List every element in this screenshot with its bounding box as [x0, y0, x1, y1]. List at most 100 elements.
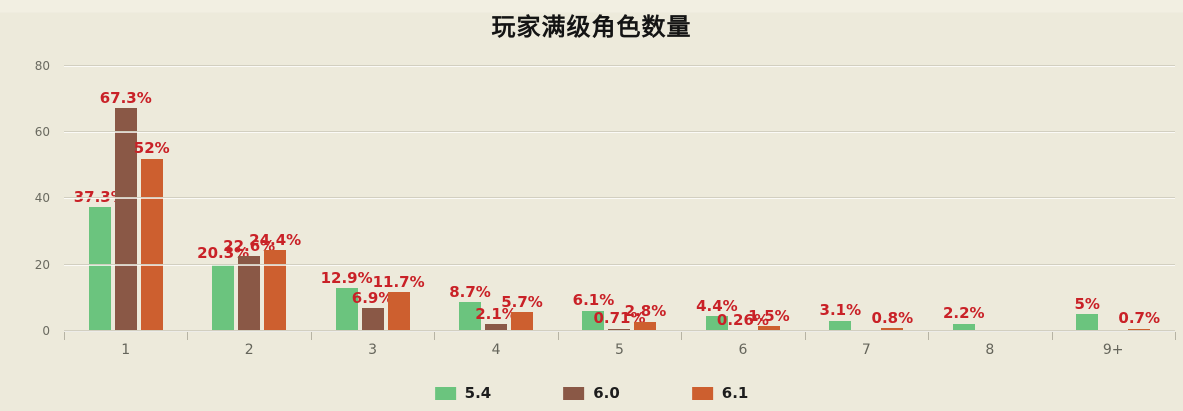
bar-slot: 5%: [1074, 296, 1100, 331]
x-axis-tick: [681, 332, 683, 340]
bar-value-label: 52%: [133, 139, 170, 158]
bar-value-label: 6.9%: [351, 288, 394, 307]
x-axis-tick: [187, 332, 189, 340]
bar-group-5: 6.1% 0.71% 2.8%: [558, 292, 681, 331]
x-axis-tick: [310, 332, 312, 340]
bar-value-label: 11.7%: [372, 272, 425, 291]
bar-5.4-cat-3[interactable]: [335, 288, 358, 331]
x-axis-category-label: 7: [861, 342, 871, 358]
bar-value-label: 5.7%: [501, 292, 543, 311]
x-axis-category-label: 9+: [1102, 342, 1124, 358]
x-axis-category-label: 3: [368, 342, 378, 358]
bar-6.1-cat-2[interactable]: [264, 250, 287, 331]
bar-groups: 37.3% 67.3% 52% 20.3% 22.6% 24.4% 12.9% 6.9% 11.…: [64, 89, 1175, 331]
bar-6.0-cat-2[interactable]: [238, 256, 261, 331]
chart-title: 玩家满级角色数量: [491, 13, 692, 41]
bar-slot: 2.8%: [625, 303, 666, 331]
bar-6.0-cat-1[interactable]: [114, 108, 137, 331]
bar-5.4-cat-8[interactable]: [952, 323, 975, 331]
bar-5.4-cat-7[interactable]: [829, 320, 852, 331]
legend-swatch-orange: [691, 386, 713, 400]
bar-slot: 5.7%: [501, 294, 543, 331]
bar-value-label: 67.3%: [99, 88, 152, 107]
bar-group-9+: 5% 0.7%: [1052, 296, 1175, 331]
bar-slot: 2.2%: [943, 305, 985, 331]
bar-slot: 1.5%: [748, 308, 790, 331]
bar-group-8: 2.2%: [928, 305, 1051, 331]
legend-item-6.1[interactable]: 6.1: [691, 384, 749, 402]
bar-value-label: 24.4%: [249, 230, 302, 249]
y-axis-tick-label: 0: [42, 324, 50, 338]
gridline: [64, 263, 1175, 265]
bar-6.1-cat-1[interactable]: [140, 158, 163, 331]
bar-slot: 37.3%: [74, 189, 126, 331]
legend-item-5.4[interactable]: 5.4: [434, 384, 491, 402]
x-axis-tick: [1175, 332, 1176, 340]
legend-item-6.0[interactable]: 6.0: [563, 384, 620, 402]
gridline: [64, 131, 1175, 133]
bar-slot: 8.7%: [449, 284, 491, 331]
bar-value-label: 3.1%: [819, 301, 862, 320]
bar-slot: 20.3%: [197, 245, 249, 331]
bar-value-label: 20.3%: [197, 244, 250, 263]
bar-group-7: 3.1% 0.8%: [805, 302, 928, 331]
legend-swatch-green: [434, 386, 456, 400]
bar-group-2: 20.3% 22.6% 24.4%: [187, 232, 310, 331]
bar-6.1-cat-4[interactable]: [511, 312, 534, 331]
bar-slot: 67.3%: [100, 89, 152, 331]
bar-group-6: 4.4% 0.26% 1.5%: [681, 298, 804, 331]
bar-6.1-cat-5[interactable]: [634, 321, 657, 331]
bar-slot: 24.4%: [249, 232, 301, 331]
bar-5.4-cat-4[interactable]: [459, 302, 482, 331]
bar-slot: 3.1%: [820, 302, 861, 331]
bar-5.4-cat-6[interactable]: [705, 316, 728, 331]
bar-6.0-cat-4[interactable]: [485, 324, 508, 331]
x-axis-category-label: 4: [491, 342, 501, 358]
x-axis-tick: [64, 332, 65, 340]
bar-5.4-cat-2[interactable]: [212, 263, 235, 331]
x-axis-category-label: 5: [615, 342, 624, 358]
bar-value-label: 8.7%: [449, 282, 491, 301]
legend: 5.4 6.0 6.1: [434, 384, 749, 402]
bar-slot: 11.7%: [373, 274, 425, 331]
bar-5.4-cat-9+[interactable]: [1076, 314, 1099, 331]
bar-6.1-cat-9+[interactable]: [1128, 328, 1151, 331]
bar-value-label: 37.3%: [73, 187, 126, 206]
bar-slot: 6.9%: [352, 290, 393, 331]
bar-6.1-cat-3[interactable]: [387, 292, 410, 331]
bar-value-label: 0.26%: [716, 310, 769, 329]
bar-slot: 12.9%: [321, 270, 373, 331]
bar-slot: 6.1%: [573, 292, 614, 331]
bar-value-label: 0.7%: [1118, 309, 1161, 328]
y-axis-tick-label: 40: [34, 191, 50, 206]
x-axis-labels: 1 2 3 4 5 6 7 8 9+: [64, 342, 1175, 358]
bar-6.1-cat-7[interactable]: [881, 328, 904, 331]
bar-value-label: 22.6%: [223, 236, 276, 255]
bar-6.0-cat-3[interactable]: [361, 308, 384, 331]
bar-5.4-cat-1[interactable]: [88, 207, 111, 331]
bar-group-1: 37.3% 67.3% 52%: [64, 89, 187, 331]
bar-group-3: 12.9% 6.9% 11.7%: [311, 270, 434, 331]
bar-value-label: 12.9%: [320, 268, 373, 287]
bar-group-4: 8.7% 2.1% 5.7%: [434, 284, 557, 331]
legend-label: 6.1: [721, 384, 749, 402]
y-axis-tick-label: 60: [34, 125, 50, 140]
bar-value-label: 6.1%: [572, 291, 615, 310]
x-axis-category-label: 2: [244, 342, 254, 358]
plot-area: 37.3% 67.3% 52% 20.3% 22.6% 24.4% 12.9% 6.9% 11.…: [35, 50, 1176, 358]
bar-slot: 4.4%: [696, 298, 738, 331]
x-axis-tick: [434, 332, 436, 340]
bar-5.4-cat-5[interactable]: [582, 310, 605, 331]
bar-6.0-cat-5[interactable]: [608, 328, 631, 331]
bar-slot: 22.6%: [223, 238, 275, 331]
legend-label: 6.0: [593, 384, 620, 402]
bar-slot: 2.1%: [475, 306, 517, 331]
bar-value-label: 0.8%: [871, 308, 914, 327]
bar-value-label: 2.2%: [942, 304, 985, 323]
bar-slot: 0.71%: [593, 310, 646, 331]
bar-value-label: 0.71%: [593, 309, 646, 328]
bar-slot: 52%: [134, 140, 170, 331]
gridline: [64, 330, 1175, 331]
bar-6.1-cat-6[interactable]: [757, 326, 780, 331]
